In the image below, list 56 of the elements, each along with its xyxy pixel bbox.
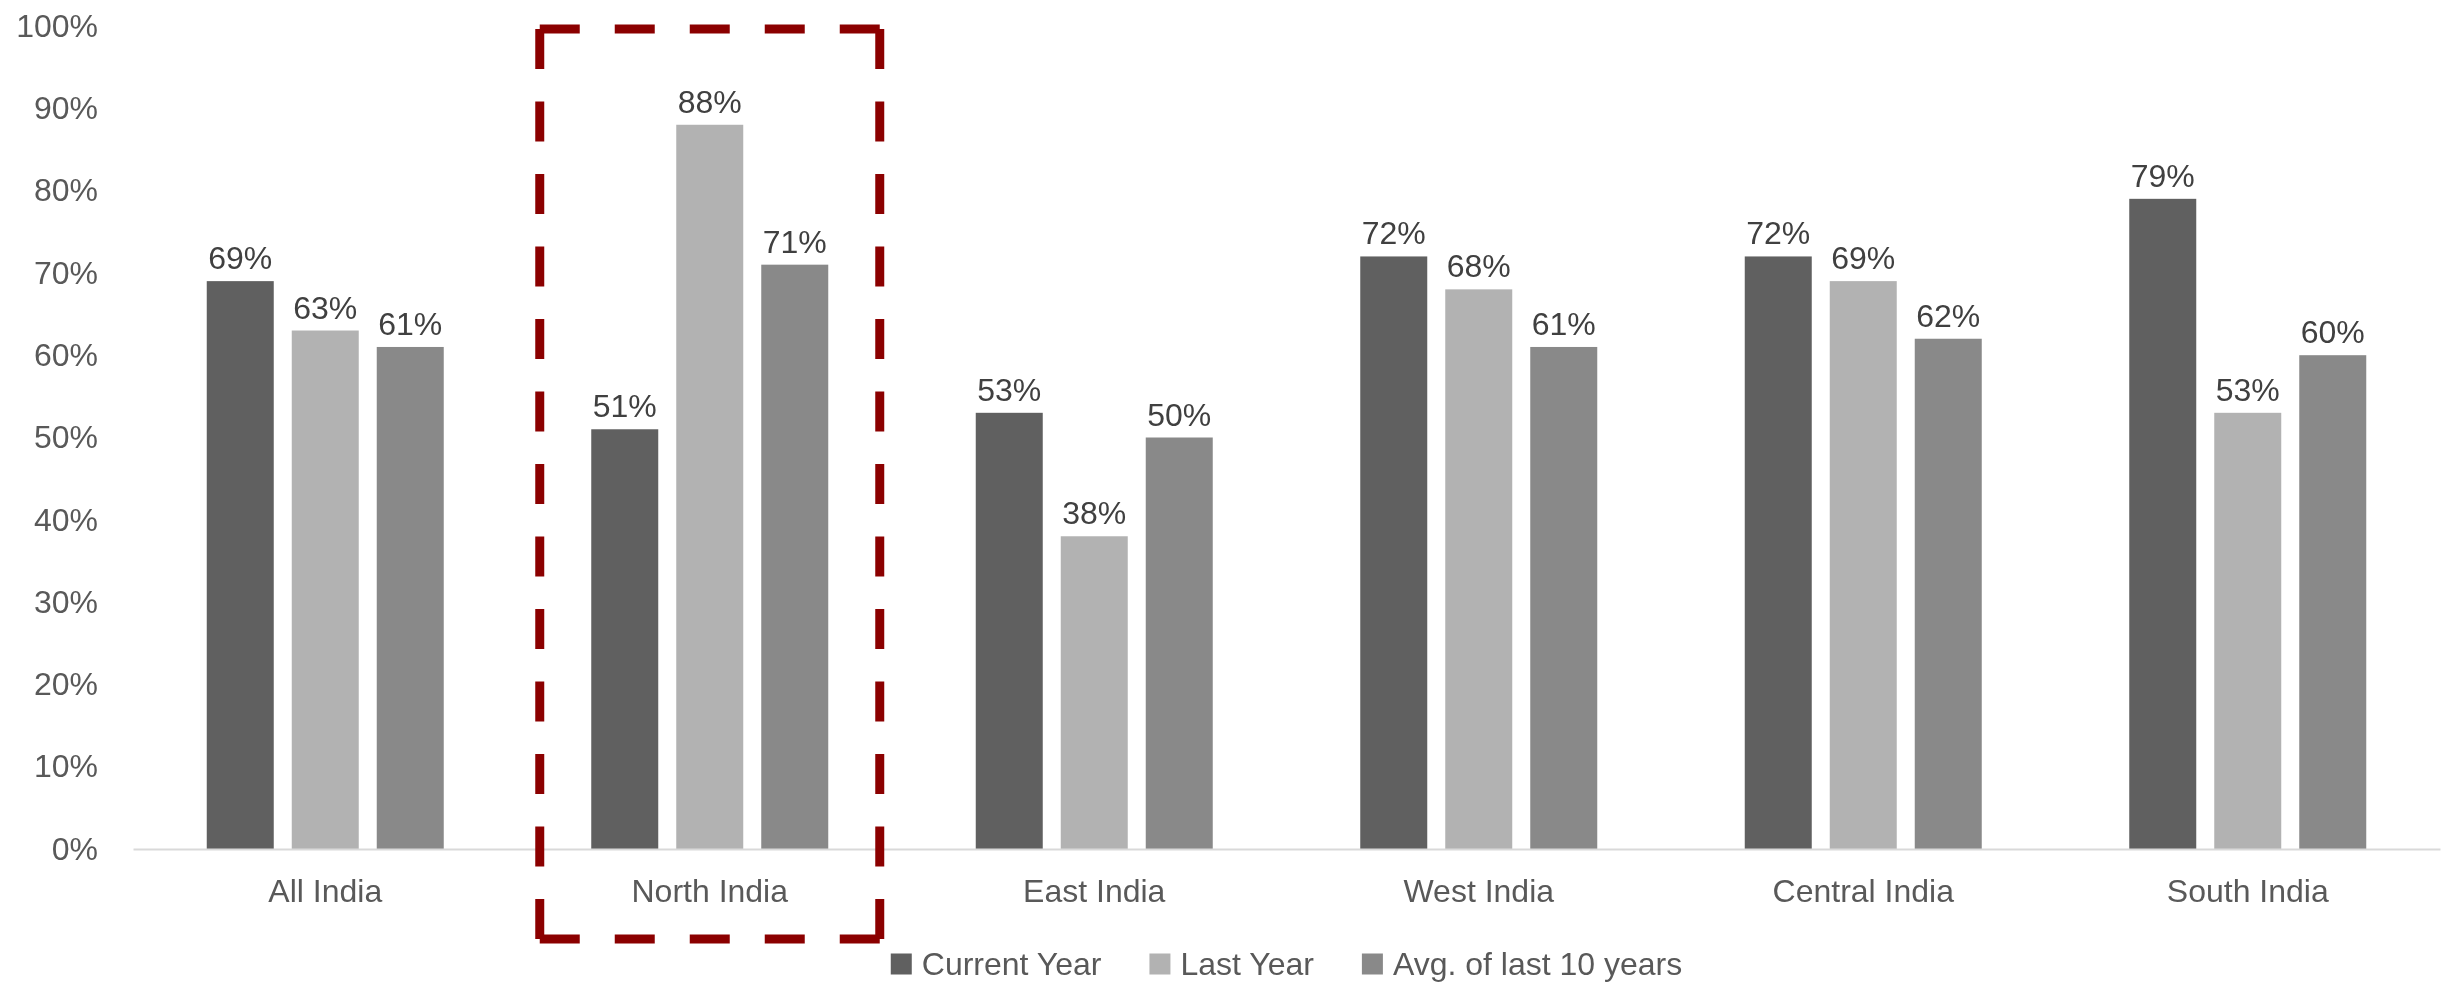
y-tick-label: 50% [33,419,98,456]
bar [676,124,744,849]
bar [291,330,359,849]
data-label: 68% [1446,248,1511,285]
bar [2129,198,2197,849]
legend-label: Last Year [1180,946,1315,983]
bar [1829,281,1897,849]
data-label: 88% [677,83,742,120]
bar [1530,346,1598,849]
bar [1445,289,1513,849]
x-tick-label: All India [268,872,383,909]
data-label: 79% [2130,157,2195,194]
y-tick-label: 30% [33,583,98,620]
y-tick-label: 20% [33,666,98,703]
x-tick-label: East India [1023,872,1166,909]
bar [376,346,444,849]
legend-label: Avg. of last 10 years [1392,946,1683,983]
data-label: 61% [378,305,443,342]
bar [2214,412,2282,849]
bar [2299,355,2367,849]
y-tick-label: 70% [33,254,98,291]
x-tick-label: Central India [1772,872,1955,909]
data-label: 60% [2300,314,2365,351]
legend-label: Current Year [921,946,1102,983]
data-label: 62% [1916,297,1981,334]
data-label: 69% [1831,240,1896,277]
data-label: 51% [592,388,657,425]
bar [1360,256,1428,849]
data-label: 72% [1361,215,1426,252]
data-label: 53% [977,371,1042,408]
data-label: 50% [1147,396,1212,433]
bar [1914,338,1982,849]
bar [1145,437,1213,849]
bar [975,412,1043,849]
data-label: 69% [208,240,273,277]
y-tick-label: 0% [51,830,98,867]
data-label: 72% [1746,215,1811,252]
bar [591,429,659,849]
y-tick-label: 10% [33,748,98,785]
bar [206,281,274,849]
x-tick-label: North India [631,872,789,909]
bar [1744,256,1812,849]
y-tick-label: 40% [33,501,98,538]
data-label: 71% [762,223,827,260]
y-tick-label: 80% [33,172,98,209]
x-tick-label: South India [2166,872,2329,909]
y-tick-label: 90% [33,90,98,127]
data-label: 53% [2215,371,2280,408]
data-label: 63% [293,289,358,326]
x-tick-label: West India [1403,872,1555,909]
y-tick-label: 60% [33,336,98,373]
bar [1060,536,1128,849]
bar [761,264,829,849]
y-tick-label: 100% [16,7,98,44]
data-label: 38% [1062,495,1127,532]
data-label: 61% [1531,305,1596,342]
